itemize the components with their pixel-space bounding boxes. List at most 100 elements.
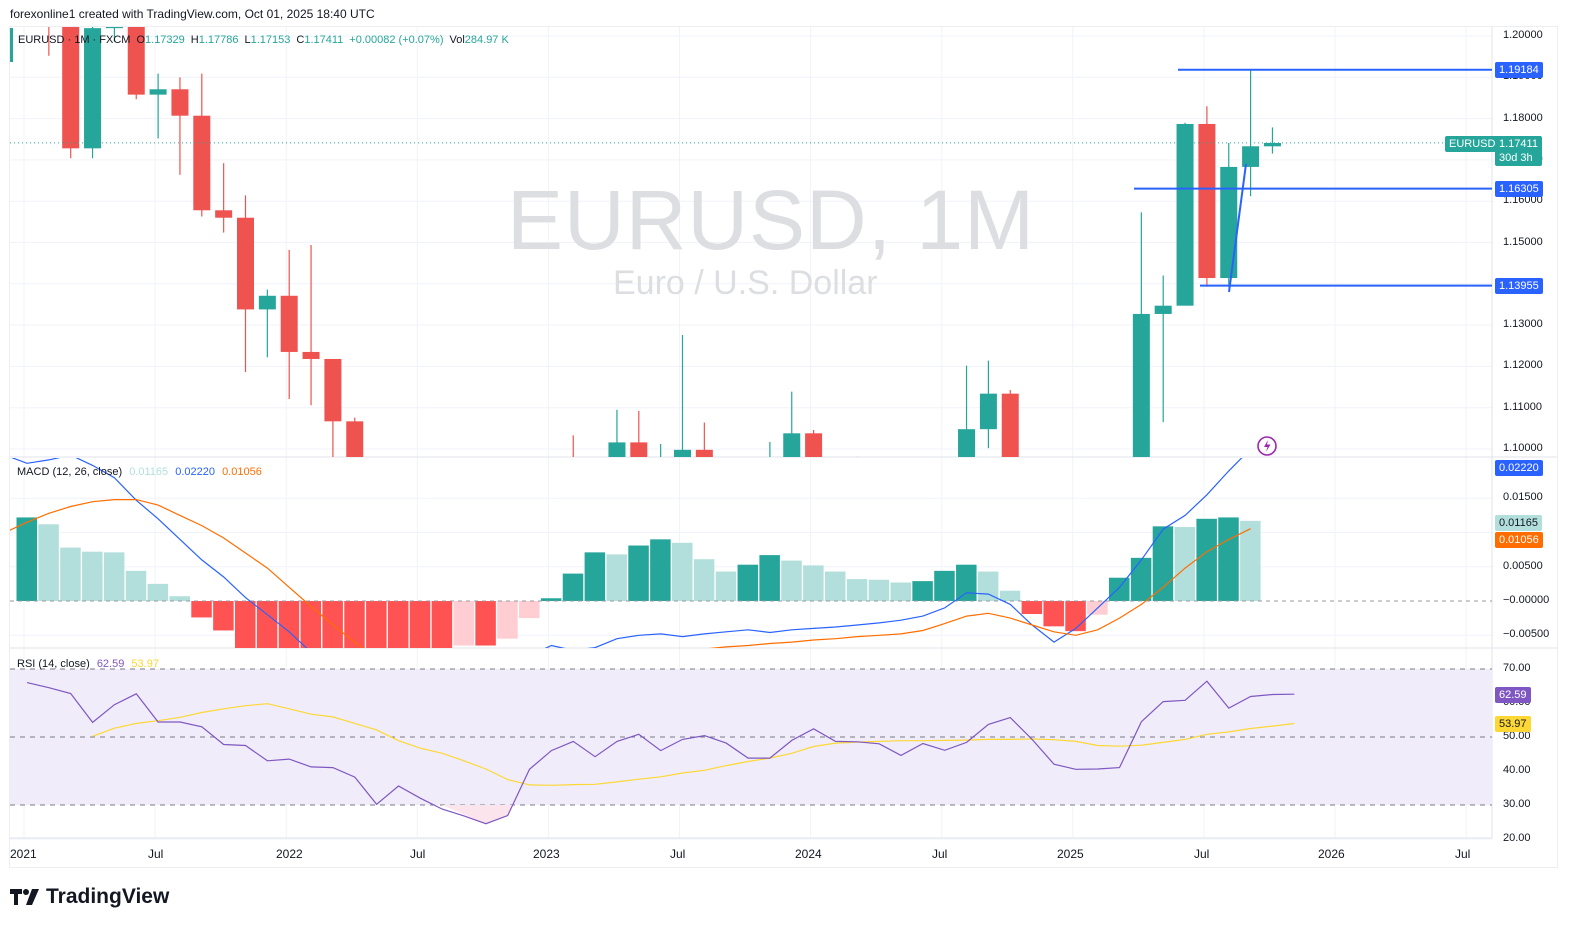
candle-body[interactable]	[914, 512, 931, 568]
candle-body[interactable]	[40, 0, 57, 5]
macd-histogram-bar	[387, 601, 409, 648]
candle-body[interactable]	[718, 514, 735, 625]
trend-line[interactable]	[1228, 163, 1247, 293]
candle-body[interactable]	[302, 351, 320, 359]
legend-symbol[interactable]: EURUSD · 1M · FXCM	[18, 34, 131, 46]
macd-histogram-bar	[235, 601, 256, 648]
macd-histogram-bar	[890, 582, 911, 601]
rsi-tag: 62.59	[1495, 687, 1531, 703]
legend-accent-bar	[10, 28, 13, 62]
candle-body[interactable]	[280, 295, 298, 352]
rsi-legend[interactable]: RSI (14, close) 62.59 53.97	[17, 658, 159, 670]
macd-histogram-bar	[38, 524, 59, 601]
tradingview-logo[interactable]: TradingView	[10, 885, 169, 909]
candle-body[interactable]	[258, 295, 276, 310]
candle-body[interactable]	[871, 536, 888, 587]
chart-frame	[9, 26, 1558, 868]
candle-body[interactable]	[1220, 166, 1238, 279]
macd-histogram-bar	[169, 596, 190, 601]
time-axis-label: 2021	[10, 847, 37, 861]
candle-body[interactable]	[979, 393, 997, 430]
candle-body[interactable]	[827, 524, 844, 530]
macd-axis-label: 0.00500	[1503, 559, 1543, 572]
tradingview-logo-icon	[10, 889, 39, 905]
candle-body[interactable]	[695, 449, 713, 514]
macd-histogram-bar	[584, 552, 606, 601]
rsi-line	[26, 680, 1295, 825]
symbol-legend[interactable]: EURUSD · 1M · FXCM O1.17329 H1.17786 L1.…	[10, 28, 509, 62]
macd-histogram-bar	[693, 559, 715, 601]
candle-body[interactable]	[740, 624, 757, 626]
candle-body[interactable]	[456, 840, 473, 933]
candle-body[interactable]	[1001, 393, 1019, 498]
macd-histogram-bar	[824, 571, 846, 601]
legend-high: H1.17786	[190, 34, 239, 46]
candle-body[interactable]	[84, 28, 102, 149]
candle-body[interactable]	[958, 429, 976, 521]
candle-body[interactable]	[674, 449, 691, 487]
macd-histogram-bar	[912, 581, 933, 601]
rsi-ma-line	[92, 703, 1295, 786]
rsi-label: RSI (14, close)	[17, 658, 90, 670]
time-axis-label: 2026	[1318, 847, 1345, 861]
current-price: 1.17411	[1499, 138, 1538, 150]
macd-histogram-bar	[1174, 527, 1196, 601]
candle-body[interactable]	[237, 217, 254, 310]
time-axis-label: Jul	[1455, 847, 1471, 861]
macd-histogram-bar	[934, 570, 955, 601]
candle-body[interactable]	[893, 512, 910, 587]
macd-histogram-bar	[344, 601, 365, 648]
macd-histogram-bar	[999, 590, 1021, 601]
chart-credit: forexonline1 created with TradingView.co…	[10, 7, 375, 21]
macd-histogram-bar	[322, 601, 343, 648]
macd-legend[interactable]: MACD (12, 26, close) 0.01165 0.02220 0.0…	[17, 466, 262, 478]
candle-body[interactable]	[149, 89, 167, 95]
candle-body[interactable]	[1263, 142, 1281, 147]
candle-body[interactable]	[565, 506, 582, 624]
lightning-alert-icon[interactable]	[1257, 436, 1277, 456]
macd-axis-label: −0.00000	[1503, 594, 1550, 606]
macd-histogram-bar	[606, 554, 627, 601]
time-axis-label: Jul	[932, 847, 948, 861]
candle-body[interactable]	[936, 521, 953, 567]
watermark-subtitle: Euro / U.S. Dollar	[613, 264, 878, 302]
candle-body[interactable]	[127, 0, 145, 95]
candle-body[interactable]	[105, 0, 123, 29]
macd-line-value: 0.02220	[175, 466, 215, 478]
macd-histogram-bar	[60, 547, 81, 601]
time-axis-label: 2023	[533, 847, 560, 861]
macd-histogram-bar	[540, 598, 562, 601]
candle-body[interactable]	[1154, 305, 1172, 314]
macd-histogram-bar	[1218, 517, 1239, 601]
macd-histogram-bar	[628, 545, 649, 601]
candle-body[interactable]	[1176, 123, 1194, 306]
current-price-tag: 1.17411 30d 3h	[1495, 136, 1542, 166]
candle-body[interactable]	[1242, 146, 1260, 167]
macd-histogram-bar	[1065, 601, 1086, 632]
price-axis-label: 1.16000	[1503, 194, 1543, 207]
candle-body[interactable]	[477, 911, 494, 933]
candle-body[interactable]	[608, 442, 626, 515]
candle-body[interactable]	[1198, 123, 1216, 279]
macd-hist-value: 0.01165	[129, 466, 169, 478]
candle-body[interactable]	[805, 433, 823, 523]
candle-body[interactable]	[543, 506, 560, 571]
candle-body[interactable]	[62, 5, 80, 149]
macd-histogram-bar	[497, 601, 518, 639]
level-tag-1: 1.19184	[1495, 62, 1543, 78]
candle-body[interactable]	[1132, 313, 1150, 525]
candle-body[interactable]	[171, 89, 189, 116]
candle-body[interactable]	[630, 442, 648, 577]
macd-histogram-bar	[781, 560, 802, 601]
macd-histogram-bar	[82, 551, 103, 601]
candle-body[interactable]	[783, 433, 801, 495]
candle-body[interactable]	[324, 358, 342, 422]
rsi-ma-value: 53.97	[131, 658, 159, 670]
candle-body[interactable]	[346, 421, 364, 637]
macd-histogram-bar	[125, 570, 147, 601]
candle-body[interactable]	[215, 210, 233, 218]
candle-body[interactable]	[193, 115, 211, 211]
macd-histogram-bar	[16, 517, 37, 601]
macd-line-tag: 0.02220	[1495, 460, 1543, 476]
